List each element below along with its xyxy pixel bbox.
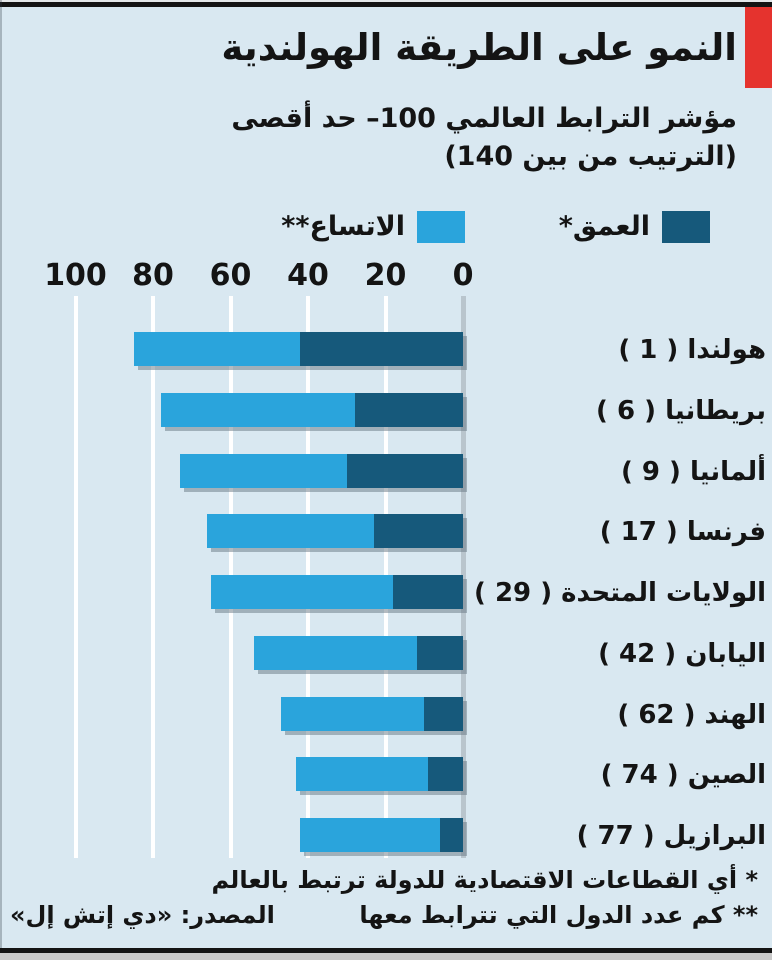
bar-depth-segment	[393, 575, 463, 609]
bar-row-5	[253, 635, 463, 670]
chart-title: النمو على الطريقة الهولندية	[221, 26, 738, 69]
bar-row-2	[180, 453, 463, 488]
country-label-6: الهند ( 62 )	[617, 699, 766, 730]
bar-breadth-segment	[296, 757, 429, 792]
axis-tick-0: 0	[452, 258, 474, 293]
legend-swatch-depth	[662, 211, 710, 243]
chart-subtitle: مؤشر الترابط العالمي 100– حد أقصى (الترت…	[231, 100, 737, 176]
bottom-strip	[0, 953, 772, 960]
bar-row-6	[280, 696, 463, 731]
bar-depth-segment	[300, 332, 463, 366]
axis-tick-80: 80	[132, 258, 174, 293]
gridline-80	[151, 296, 155, 858]
axis-tick-20: 20	[364, 258, 407, 293]
panel-bottom-border	[0, 948, 772, 953]
footnote-depth: * أي القطاعات الاقتصادية للدولة ترتبط با…	[211, 866, 758, 894]
axis-tick-60: 60	[209, 258, 252, 293]
bar-row-4	[211, 575, 463, 609]
legend-label-depth: العمق*	[558, 211, 650, 242]
bar-row-7	[296, 757, 463, 792]
footnote-breadth: ** كم عدد الدول التي تترابط معها	[359, 901, 758, 929]
legend-swatch-breadth	[417, 211, 465, 243]
legend-item-depth: العمق*	[559, 211, 710, 243]
bar-row-1	[160, 392, 463, 427]
panel-top-border	[0, 2, 772, 7]
bar-row-8	[300, 818, 463, 852]
bar-row-3	[207, 514, 463, 549]
source-credit: المصدر: «دي إتش إل»	[10, 901, 275, 929]
bar-depth-segment	[424, 696, 463, 731]
axis-tick-40: 40	[287, 258, 329, 293]
country-label-0: هولندا ( 1 )	[618, 335, 766, 365]
panel-left-border	[0, 0, 2, 960]
bar-depth-segment	[354, 392, 463, 427]
bar-breadth-segment	[253, 635, 417, 670]
axis-tick-100: 100	[44, 258, 107, 293]
bar-breadth-segment	[300, 818, 440, 852]
country-label-2: ألمانيا ( 9 )	[620, 456, 766, 487]
top-strip	[0, 0, 772, 2]
bar-depth-segment	[346, 453, 463, 488]
country-label-1: بريطانيا ( 6 )	[596, 395, 766, 426]
bar-breadth-segment	[160, 392, 355, 427]
country-label-8: البرازيل ( 77 )	[576, 821, 766, 851]
legend-label-breadth: الاتساع**	[281, 211, 405, 242]
bar-row-0	[133, 332, 463, 366]
subtitle-line-2: (الترتيب من بين 140)	[444, 140, 737, 172]
red-corner-accent	[745, 7, 772, 88]
bar-depth-segment	[373, 514, 463, 549]
country-label-3: فرنسا ( 17 )	[599, 517, 766, 548]
bar-breadth-segment	[207, 514, 374, 549]
country-label-4: الولايات المتحدة ( 29 )	[474, 578, 766, 608]
bar-depth-segment	[428, 757, 463, 792]
bar-breadth-segment	[211, 575, 394, 609]
bar-breadth-segment	[180, 453, 347, 488]
bar-depth-segment	[416, 635, 463, 670]
bar-depth-segment	[439, 818, 463, 852]
bar-breadth-segment	[280, 696, 425, 731]
gridline-zero	[461, 296, 466, 858]
legend-item-breadth: الاتساع**	[281, 211, 465, 243]
country-label-7: الصين ( 74 )	[600, 760, 766, 791]
subtitle-line-1: مؤشر الترابط العالمي 100– حد أقصى	[231, 103, 737, 134]
gridline-100	[73, 296, 78, 858]
country-label-5: اليابان ( 42 )	[598, 638, 766, 669]
bar-breadth-segment	[133, 332, 301, 366]
